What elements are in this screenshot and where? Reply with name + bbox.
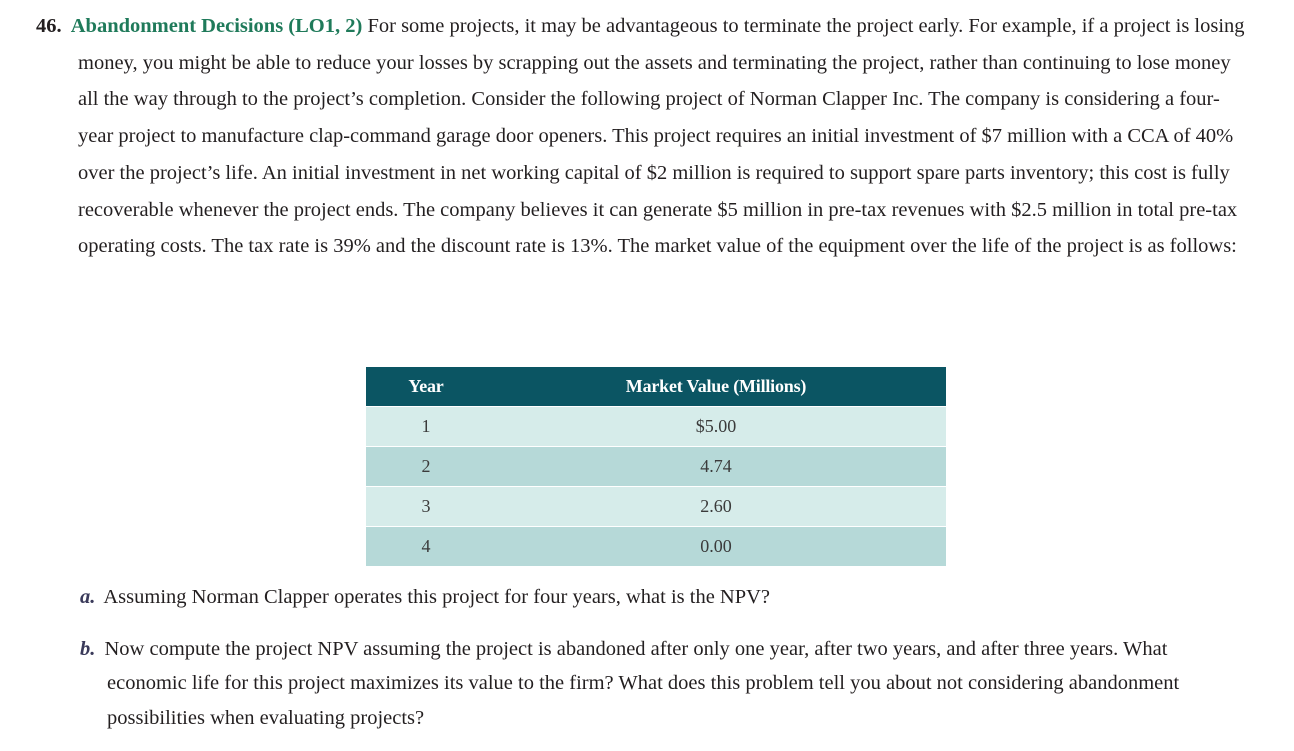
- question-b-text: Now compute the project NPV assuming the…: [104, 637, 1180, 729]
- market-value-table: Year Market Value (Millions) 1 $5.00 2 4…: [366, 367, 946, 566]
- questions-list: a. Assuming Norman Clapper operates this…: [80, 580, 1230, 735]
- problem-number: 46.: [36, 15, 62, 37]
- cell-market-value: 0.00: [486, 526, 946, 566]
- table-row: 2 4.74: [366, 446, 946, 487]
- cell-market-value: 2.60: [486, 486, 946, 527]
- header-year: Year: [366, 367, 486, 407]
- question-b-label: b.: [80, 637, 96, 660]
- cell-year: 4: [366, 526, 486, 566]
- market-value-table-grid: Year Market Value (Millions) 1 $5.00 2 4…: [366, 367, 946, 566]
- cell-year: 3: [366, 486, 486, 527]
- table-row: 4 0.00: [366, 526, 946, 566]
- cell-year: 2: [366, 446, 486, 487]
- problem-46: 46. Abandonment Decisions (LO1, 2) For s…: [36, 8, 1246, 265]
- problem-text: For some projects, it may be advantageou…: [78, 15, 1245, 258]
- question-a: a. Assuming Norman Clapper operates this…: [80, 580, 1230, 615]
- cell-year: 1: [366, 406, 486, 447]
- table-row: 1 $5.00: [366, 406, 946, 447]
- problem-paragraph: 46. Abandonment Decisions (LO1, 2) For s…: [36, 8, 1246, 265]
- question-b: b. Now compute the project NPV assuming …: [80, 632, 1230, 736]
- problem-title: Abandonment Decisions (LO1, 2): [70, 15, 363, 37]
- cell-market-value: $5.00: [486, 406, 946, 447]
- question-a-text: Assuming Norman Clapper operates this pr…: [103, 586, 771, 608]
- table-header-row: Year Market Value (Millions): [366, 367, 946, 407]
- header-market-value: Market Value (Millions): [486, 367, 946, 407]
- cell-market-value: 4.74: [486, 446, 946, 487]
- question-a-label: a.: [80, 586, 96, 608]
- table-row: 3 2.60: [366, 486, 946, 527]
